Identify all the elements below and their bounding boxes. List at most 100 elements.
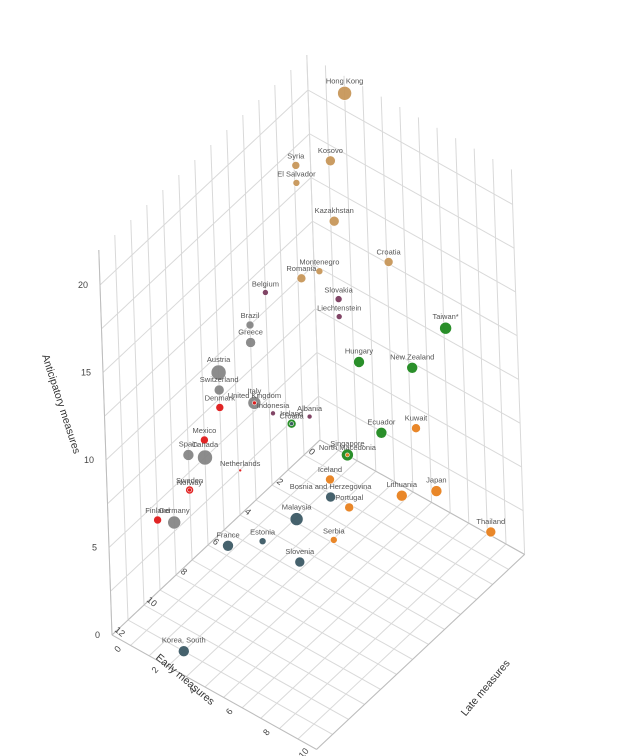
point-label: Portugal	[335, 493, 363, 502]
z-axis-title: Anticipatory measures	[39, 353, 83, 456]
data-point[interactable]	[345, 452, 350, 458]
point-label: Ireland	[280, 409, 303, 418]
point-label: Greece	[238, 328, 263, 337]
point-label: Estonia	[250, 528, 276, 537]
grid-line	[204, 491, 414, 688]
data-point[interactable]	[197, 449, 213, 466]
data-point[interactable]	[187, 487, 192, 493]
data-point[interactable]	[296, 273, 307, 284]
point-label: Romania	[286, 264, 317, 273]
z-tick-label: 0	[95, 630, 100, 640]
data-point[interactable]	[245, 320, 255, 330]
data-point[interactable]	[325, 474, 335, 485]
data-point[interactable]	[411, 423, 421, 434]
data-point[interactable]	[325, 155, 336, 167]
z-tick-label: 15	[81, 368, 91, 378]
data-point[interactable]	[335, 313, 343, 320]
x-tick-label: 2	[149, 665, 160, 675]
point-label: Belgium	[252, 280, 279, 289]
data-point[interactable]	[325, 491, 336, 503]
data-point[interactable]	[178, 645, 190, 658]
grid-line	[473, 148, 488, 534]
data-point[interactable]	[222, 539, 234, 552]
grid-line	[223, 529, 429, 645]
data-point[interactable]	[262, 289, 269, 296]
z-axis-line	[98, 249, 113, 636]
data-point[interactable]	[430, 485, 443, 497]
point-label: North Macedonia	[319, 443, 377, 452]
x-tick-label: 4	[187, 686, 198, 696]
grid-line	[307, 89, 513, 205]
grid-line	[239, 514, 445, 630]
data-point[interactable]	[294, 556, 306, 568]
grid-line	[191, 559, 397, 675]
grid-line	[492, 158, 507, 545]
grid-line	[162, 189, 177, 576]
point-label: Slovakia	[324, 286, 353, 295]
data-point[interactable]	[291, 161, 301, 170]
data-point[interactable]	[210, 364, 227, 381]
grid-line	[343, 75, 358, 461]
data-point[interactable]	[215, 403, 225, 412]
data-point[interactable]	[292, 179, 301, 187]
grid-line	[310, 177, 516, 293]
data-point[interactable]	[167, 515, 181, 530]
floor-right-edge	[316, 554, 525, 750]
grid-layer	[98, 54, 526, 750]
data-point[interactable]	[270, 410, 276, 417]
y-tick-label: 0	[307, 446, 317, 457]
point-label: France	[216, 530, 239, 539]
data-point[interactable]	[306, 413, 313, 420]
data-point[interactable]	[395, 489, 408, 502]
data-point[interactable]	[289, 512, 304, 526]
data-point[interactable]	[153, 515, 162, 525]
data-point[interactable]	[334, 295, 343, 303]
point-label: Serbia	[323, 526, 346, 535]
grid-line	[186, 481, 395, 677]
data-point[interactable]	[439, 321, 452, 335]
data-point[interactable]	[258, 537, 267, 546]
point-label: Netherlands	[220, 459, 261, 468]
grid-line	[110, 395, 319, 592]
data-point[interactable]	[485, 526, 497, 538]
data-point[interactable]	[353, 356, 365, 368]
grid-line	[159, 589, 365, 705]
grid-line	[309, 133, 515, 249]
y-tick-label: 2	[275, 476, 285, 487]
floor-front-edge	[111, 634, 317, 750]
grid-line	[417, 117, 433, 503]
point-label: Germany	[159, 506, 190, 515]
z-tick-label: 10	[84, 455, 94, 465]
data-point[interactable]	[289, 421, 294, 427]
grid-line	[313, 264, 519, 380]
data-point[interactable]	[200, 435, 209, 445]
axis-layer: 0 5 10 15 20 0 2 4 6 8 10 12 0 2 4 6 8 10	[78, 249, 525, 756]
grid-line	[380, 96, 395, 482]
data-point[interactable]	[252, 400, 257, 406]
data-point[interactable]	[315, 267, 324, 276]
data-point[interactable]	[329, 536, 338, 544]
data-point[interactable]	[344, 502, 355, 513]
y-tick-label: 12	[113, 625, 127, 639]
data-point[interactable]	[337, 86, 352, 101]
point-label: Croatia	[280, 412, 305, 421]
data-point[interactable]	[328, 215, 340, 227]
point-label: El Salvador	[277, 169, 316, 178]
data-point[interactable]	[213, 384, 225, 396]
data-point[interactable]	[182, 449, 195, 461]
data-point[interactable]	[406, 361, 419, 374]
point-label: Japan	[426, 476, 446, 485]
grid-line	[303, 454, 509, 570]
point-label: Switzerland	[200, 375, 239, 384]
point-label: Finland	[145, 506, 170, 515]
grid-line	[510, 169, 526, 555]
data-point[interactable]	[375, 426, 388, 439]
grid-line	[241, 512, 451, 709]
data-point[interactable]	[245, 337, 256, 348]
point-label: Liechtenstein	[317, 304, 361, 313]
x-tick-label: 8	[261, 727, 272, 737]
data-point[interactable]	[238, 468, 242, 473]
y-axis-title: Early measures	[153, 652, 217, 708]
data-point[interactable]	[383, 257, 394, 267]
